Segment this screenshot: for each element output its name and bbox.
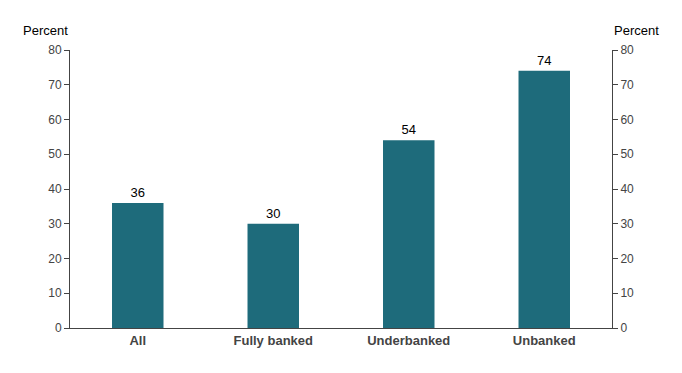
svg-text:Percent: Percent: [614, 23, 659, 38]
svg-text:30: 30: [620, 217, 634, 231]
svg-text:Underbanked: Underbanked: [367, 333, 450, 348]
svg-text:Unbanked: Unbanked: [513, 333, 576, 348]
svg-text:30: 30: [48, 217, 62, 231]
svg-text:Fully banked: Fully banked: [234, 333, 314, 348]
svg-text:20: 20: [48, 252, 62, 266]
svg-text:80: 80: [48, 43, 62, 57]
svg-text:10: 10: [620, 286, 634, 300]
svg-text:36: 36: [131, 185, 145, 200]
svg-text:50: 50: [620, 147, 634, 161]
svg-text:60: 60: [48, 113, 62, 127]
svg-text:74: 74: [537, 53, 551, 68]
svg-text:0: 0: [55, 321, 62, 335]
svg-text:20: 20: [620, 252, 634, 266]
svg-text:10: 10: [48, 286, 62, 300]
svg-text:0: 0: [620, 321, 627, 335]
svg-text:54: 54: [402, 122, 416, 137]
svg-text:30: 30: [266, 206, 280, 221]
svg-text:50: 50: [48, 147, 62, 161]
svg-text:40: 40: [620, 182, 634, 196]
svg-text:60: 60: [620, 113, 634, 127]
svg-text:Percent: Percent: [23, 23, 68, 38]
svg-text:All: All: [129, 333, 146, 348]
svg-text:70: 70: [48, 78, 62, 92]
svg-text:40: 40: [48, 182, 62, 196]
svg-text:70: 70: [620, 78, 634, 92]
svg-text:80: 80: [620, 43, 634, 57]
